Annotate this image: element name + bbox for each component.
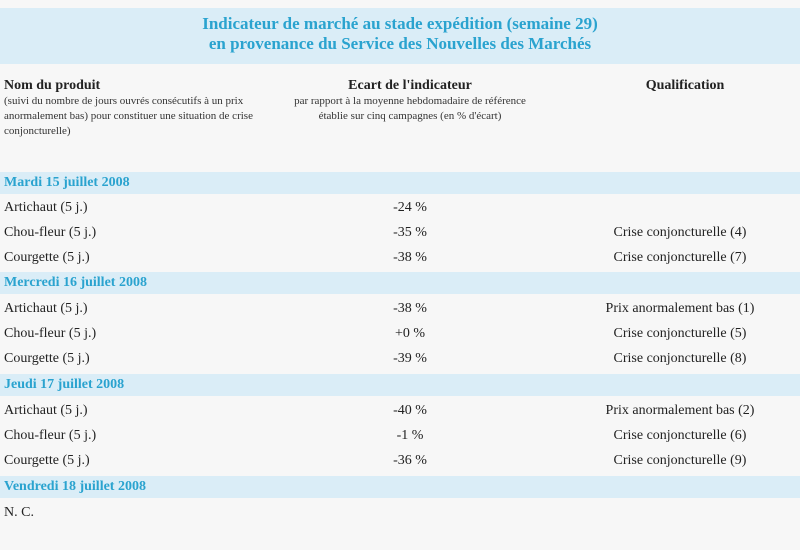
table-row: Chou-fleur (5 j.) -1 % Crise conjoncturell…	[0, 423, 800, 448]
product-name: Artichaut (5 j.)	[4, 403, 88, 418]
header-col-ecart: Ecart de l'indicateur par rapport à la m…	[280, 78, 540, 124]
qualification-value: Crise conjoncturelle (7)	[613, 250, 747, 265]
header-product-label: Nom du produit	[4, 78, 101, 93]
section-date: Vendredi 18 juillet 2008	[0, 476, 800, 498]
ecart-value: -1 %	[396, 428, 424, 443]
table-row: Chou-fleur (5 j.) -35 % Crise conjoncturel…	[0, 220, 800, 245]
product-name: Chou-fleur (5 j.)	[4, 428, 97, 443]
table-row: Courgette (5 j.) -39 % Crise conjoncturell…	[0, 346, 800, 371]
qualification-value: Crise conjoncturelle (8)	[613, 351, 747, 366]
header-qualification-label: Qualification	[645, 78, 725, 93]
product-name: Chou-fleur (5 j.)	[4, 326, 97, 341]
section-date: Mercredi 16 juillet 2008	[0, 272, 800, 294]
header-ecart-sublabel: par rapport à la moyenne hebdomadaire de…	[294, 95, 526, 122]
product-name: N. C.	[4, 505, 34, 520]
product-name: Artichaut (5 j.)	[4, 200, 88, 215]
section-date: Mardi 15 juillet 2008	[0, 172, 800, 194]
header-col-product: Nom du produit (suivi du nombre de jours…	[4, 78, 254, 139]
ecart-value: -38 %	[393, 250, 427, 265]
table-row: Artichaut (5 j.) -24 %	[0, 195, 800, 220]
qualification-value: Crise conjoncturelle (4)	[613, 225, 747, 240]
product-name: Courgette (5 j.)	[4, 453, 90, 468]
table-row: Artichaut (5 j.) -40 % Prix anormalement b…	[0, 398, 800, 423]
qualification-value: Crise conjoncturelle (6)	[613, 428, 747, 443]
ecart-value: -36 %	[393, 453, 427, 468]
title-line-1: Indicateur de marché au stade expédition…	[202, 14, 598, 33]
table-row: Courgette (5 j.) -38 % Crise conjoncturell…	[0, 245, 800, 270]
qualification-value: Prix anormalement bas (1)	[605, 301, 755, 316]
table-row: Courgette (5 j.) -36 % Crise conjoncturell…	[0, 448, 800, 473]
product-name: Courgette (5 j.)	[4, 351, 90, 366]
section-date: Jeudi 17 juillet 2008	[0, 374, 800, 396]
ecart-value: -40 %	[393, 403, 427, 418]
product-name: Courgette (5 j.)	[4, 250, 90, 265]
header-ecart-label: Ecart de l'indicateur	[348, 78, 472, 93]
header-product-sublabel: (suivi du nombre de jours ouvrés consécu…	[4, 95, 253, 137]
qualification-value: Crise conjoncturelle (9)	[613, 453, 747, 468]
table-header: Nom du produit (suivi du nombre de jours…	[0, 72, 800, 172]
table-title: Indicateur de marché au stade expédition…	[0, 8, 800, 64]
table-row: N. C.	[0, 500, 800, 525]
ecart-value: -38 %	[393, 301, 427, 316]
table-row: Artichaut (5 j.) -38 % Prix anormalement b…	[0, 296, 800, 321]
ecart-value: -35 %	[393, 225, 427, 240]
product-name: Artichaut (5 j.)	[4, 301, 88, 316]
ecart-value: +0 %	[394, 326, 426, 341]
qualification-value: Prix anormalement bas (2)	[605, 403, 755, 418]
ecart-value: -39 %	[393, 351, 427, 366]
table-row: Chou-fleur (5 j.) +0 % Crise conjoncturell…	[0, 321, 800, 346]
header-col-qualification: Qualification	[570, 78, 800, 94]
product-name: Chou-fleur (5 j.)	[4, 225, 97, 240]
qualification-value: Crise conjoncturelle (5)	[613, 326, 747, 341]
ecart-value: -24 %	[393, 200, 427, 215]
title-line-2: en provenance du Service des Nouvelles d…	[208, 34, 592, 53]
